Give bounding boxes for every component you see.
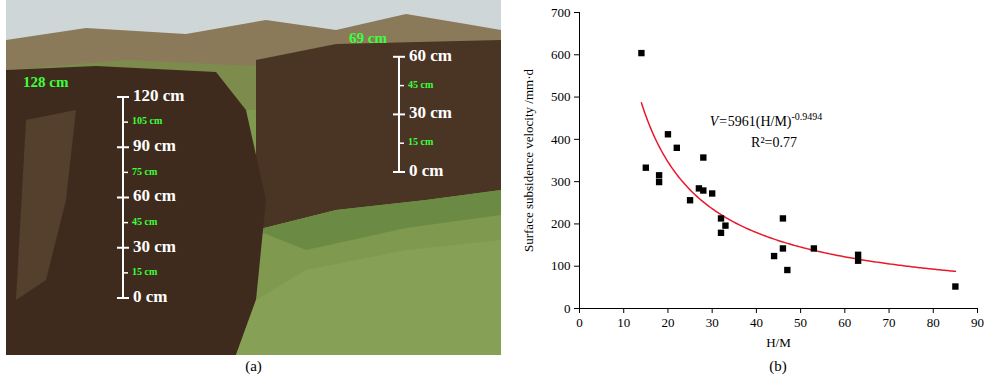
svg-text:120 cm: 120 cm: [133, 86, 184, 105]
svg-text:15 cm: 15 cm: [132, 266, 158, 277]
svg-text:Surface subsidence velocity /m: Surface subsidence velocity /mm·d: [521, 68, 536, 252]
html-text:(a): (a): [245, 358, 262, 374]
svg-text:70: 70: [883, 315, 896, 330]
svg-text:30 cm: 30 cm: [133, 237, 176, 256]
svg-text:0 cm: 0 cm: [133, 287, 167, 306]
svg-text:75 cm: 75 cm: [132, 166, 158, 177]
svg-text:60 cm: 60 cm: [409, 46, 452, 65]
svg-text:105 cm: 105 cm: [132, 115, 163, 126]
svg-text:90: 90: [971, 315, 984, 330]
svg-text:200: 200: [551, 216, 571, 231]
svg-text:45 cm: 45 cm: [132, 216, 158, 227]
html-text:(b): (b): [769, 358, 787, 374]
svg-text:40: 40: [750, 315, 763, 330]
svg-text:128 cm: 128 cm: [23, 74, 69, 90]
svg-text:300: 300: [551, 174, 571, 189]
svg-text:R²=0.77: R²=0.77: [751, 135, 797, 150]
svg-text:50: 50: [794, 315, 807, 330]
svg-text:600: 600: [551, 47, 571, 62]
svg-text:100: 100: [551, 258, 571, 273]
svg-text:400: 400: [551, 132, 571, 147]
svg-text:10: 10: [617, 315, 630, 330]
svg-text:45 cm: 45 cm: [408, 79, 434, 90]
svg-text:80: 80: [927, 315, 940, 330]
svg-text:0: 0: [576, 315, 583, 330]
svg-text:V=5961(H/M)-0.9494: V=5961(H/M)-0.9494: [710, 111, 823, 130]
svg-text:60 cm: 60 cm: [133, 186, 176, 205]
svg-text:0 cm: 0 cm: [409, 161, 443, 180]
svg-text:15 cm: 15 cm: [408, 136, 434, 147]
svg-text:30 cm: 30 cm: [409, 103, 452, 122]
svg-text:60: 60: [838, 315, 851, 330]
svg-text:0: 0: [564, 301, 571, 316]
svg-text:500: 500: [551, 89, 571, 104]
svg-text:69 cm: 69 cm: [349, 30, 387, 46]
svg-text:700: 700: [551, 5, 571, 20]
svg-text:30: 30: [706, 315, 719, 330]
svg-text:20: 20: [661, 315, 674, 330]
svg-text:H/M: H/M: [766, 335, 791, 350]
svg-text:90 cm: 90 cm: [133, 136, 176, 155]
